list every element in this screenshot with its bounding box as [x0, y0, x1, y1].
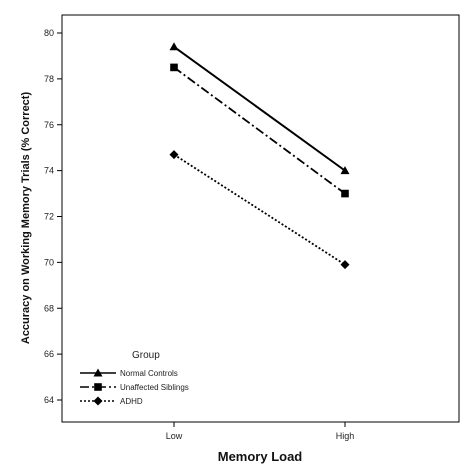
data-point-adhd-high: [340, 260, 350, 270]
legend-title: Group: [132, 350, 160, 361]
x-axis: Low High: [166, 422, 355, 441]
series-layer: [169, 42, 350, 270]
x-tick-label-high: High: [336, 431, 355, 441]
y-tick-label: 68: [44, 303, 54, 313]
legend-marker-unaffected-siblings: [94, 383, 102, 391]
series-adhd: [169, 150, 350, 270]
data-point-normal-controls-low: [169, 42, 179, 51]
legend-item-adhd: ADHD: [80, 396, 143, 406]
data-point-normal-controls-high: [340, 166, 350, 175]
y-tick-label: 64: [44, 395, 54, 405]
y-axis: 64 66 68 70 72 74 76 78 80: [44, 28, 62, 405]
legend-item-unaffected-siblings: Unaffected Siblings: [80, 383, 189, 392]
y-tick-label: 70: [44, 257, 54, 267]
legend-label-normal-controls: Normal Controls: [120, 369, 178, 378]
x-axis-title: Memory Load: [218, 449, 303, 464]
y-tick-label: 76: [44, 120, 54, 130]
legend-item-normal-controls: Normal Controls: [80, 368, 178, 378]
y-axis-title: Accuracy on Working Memory Trials (% Cor…: [20, 92, 32, 345]
legend: Group Normal Controls Unaffected Siblings…: [80, 350, 189, 406]
series-normal-controls: [169, 42, 350, 175]
data-point-unaffected-siblings-low: [170, 63, 178, 72]
legend-label-adhd: ADHD: [120, 397, 143, 406]
legend-label-unaffected-siblings: Unaffected Siblings: [120, 383, 189, 392]
series-unaffected-siblings: [170, 63, 349, 198]
y-tick-label: 66: [44, 349, 54, 359]
legend-marker-adhd: [93, 396, 103, 406]
x-tick-label-low: Low: [166, 431, 183, 441]
y-tick-label: 74: [44, 166, 54, 176]
data-point-adhd-low: [169, 150, 179, 160]
series-line-normal-controls: [173, 45, 346, 172]
data-point-unaffected-siblings-high: [341, 189, 349, 198]
legend-marker-normal-controls: [93, 368, 103, 377]
y-tick-label: 80: [44, 28, 54, 38]
plot-frame: [61, 14, 460, 423]
y-tick-label: 72: [44, 212, 54, 222]
series-line-adhd: [173, 153, 346, 266]
series-line-unaffected-siblings: [173, 66, 346, 195]
y-tick-label: 78: [44, 74, 54, 84]
